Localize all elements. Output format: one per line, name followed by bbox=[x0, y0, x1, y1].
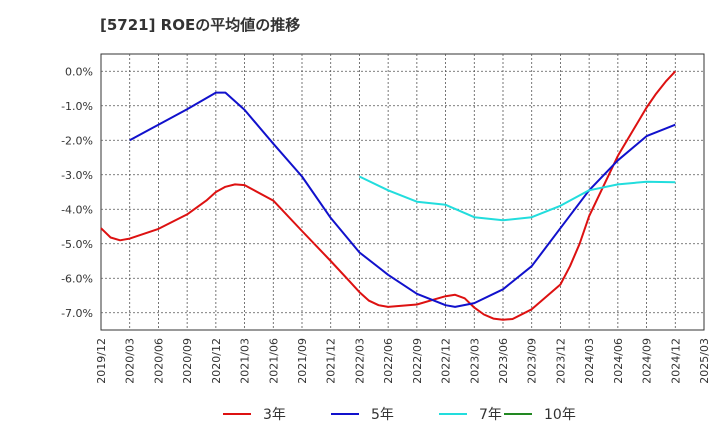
y-tick-label: 0.0% bbox=[65, 65, 93, 78]
legend-label-1: 5年 bbox=[371, 407, 394, 423]
series-line-0 bbox=[100, 70, 677, 321]
legend-label-2: 7年 bbox=[479, 407, 502, 423]
x-tick-label: 2023/06 bbox=[497, 338, 510, 384]
y-tick-label: -1.0% bbox=[61, 100, 93, 113]
legend-label-3: 10年 bbox=[544, 407, 576, 423]
x-tick-label: 2022/06 bbox=[382, 338, 395, 384]
x-tick-label: 2024/12 bbox=[669, 338, 682, 384]
y-tick-label: -7.0% bbox=[61, 307, 93, 320]
y-tick-label: -2.0% bbox=[61, 134, 93, 147]
x-tick-label: 2023/12 bbox=[554, 338, 567, 384]
x-tick-label: 2021/03 bbox=[239, 338, 252, 384]
series-line-1 bbox=[129, 91, 676, 308]
x-tick-label: 2024/06 bbox=[612, 338, 625, 384]
x-tick-label: 2025/03 bbox=[698, 338, 711, 384]
x-tick-label: 2022/03 bbox=[353, 338, 366, 384]
series-line-2 bbox=[358, 175, 676, 222]
x-tick-label: 2023/03 bbox=[468, 338, 481, 384]
x-tick-label: 2024/03 bbox=[583, 338, 596, 384]
y-tick-label: -3.0% bbox=[61, 169, 93, 182]
x-tick-label: 2020/06 bbox=[152, 338, 165, 384]
x-tick-label: 2020/12 bbox=[210, 338, 223, 384]
x-tick-label: 2022/09 bbox=[411, 338, 424, 384]
x-tick-label: 2021/12 bbox=[325, 338, 338, 384]
y-tick-label: -6.0% bbox=[61, 272, 93, 285]
x-tick-label: 2020/09 bbox=[181, 338, 194, 384]
y-tick-label: -5.0% bbox=[61, 238, 93, 251]
x-tick-label: 2024/09 bbox=[641, 338, 654, 384]
x-tick-label: 2021/06 bbox=[267, 338, 280, 384]
plot-area bbox=[100, 53, 705, 331]
x-tick-label: 2020/03 bbox=[124, 338, 137, 384]
x-tick-label: 2022/12 bbox=[440, 338, 453, 384]
x-tick-label: 2023/09 bbox=[526, 338, 539, 384]
legend-label-0: 3年 bbox=[263, 407, 286, 423]
chart-title: [5721] ROEの平均値の推移 bbox=[100, 16, 301, 34]
y-tick-label: -4.0% bbox=[61, 203, 93, 216]
x-tick-label: 2019/12 bbox=[95, 338, 108, 384]
x-tick-label: 2021/09 bbox=[296, 338, 309, 384]
